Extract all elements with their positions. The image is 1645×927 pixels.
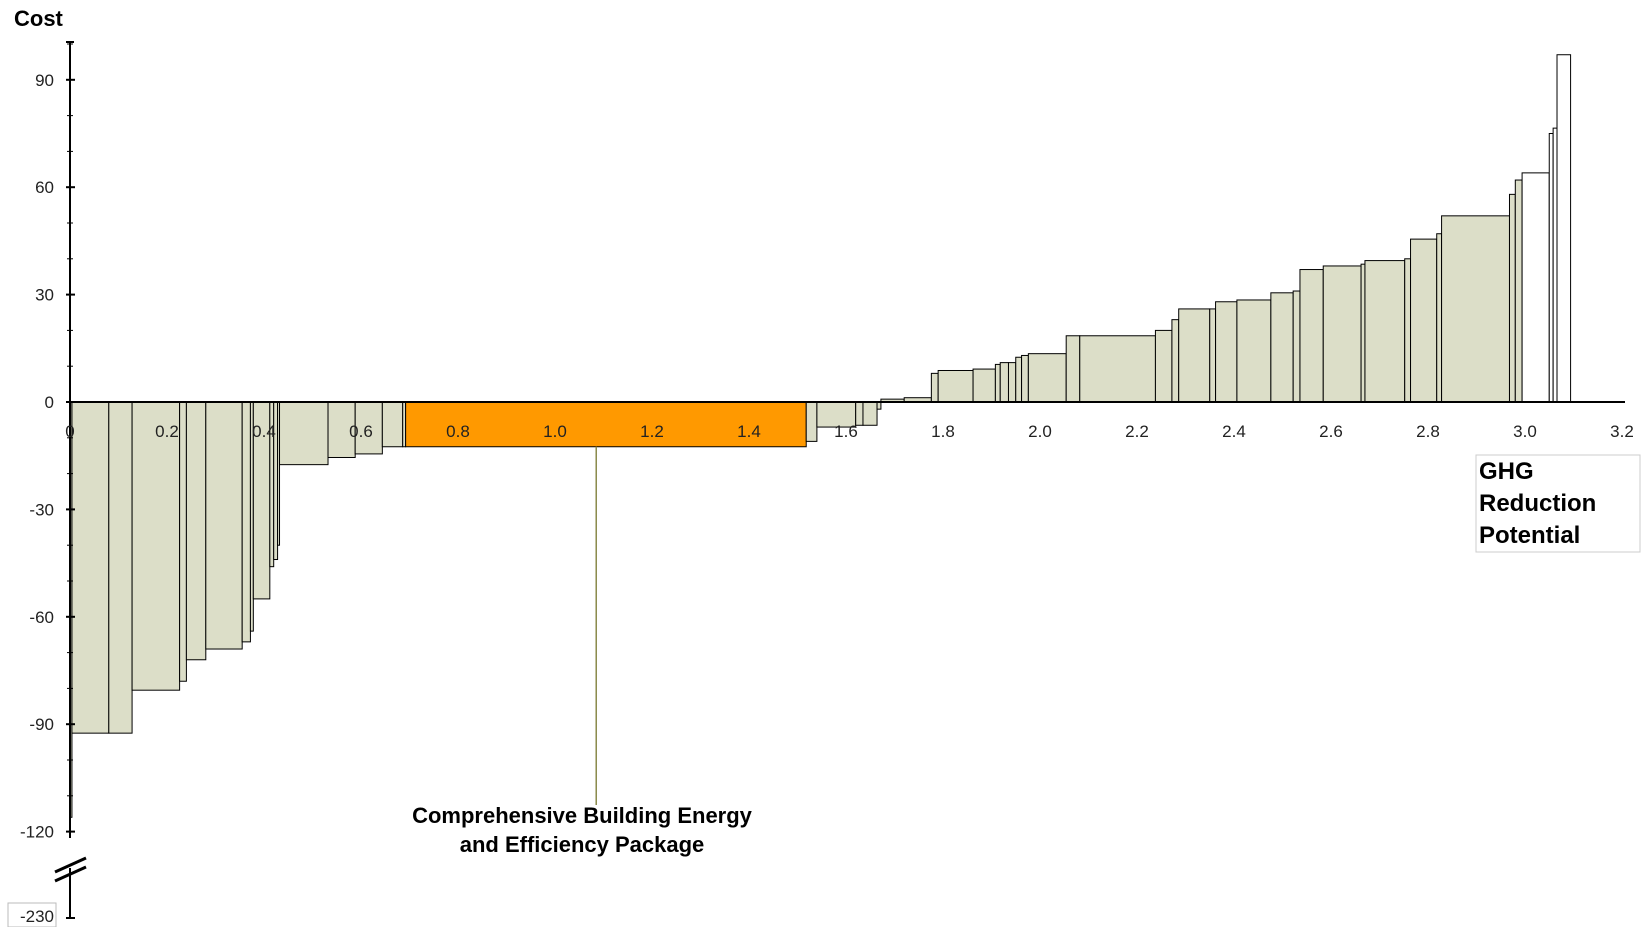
axis-break-mark [54,856,87,874]
bar [1552,127,1558,403]
x-axis-title-box [1475,454,1641,553]
bar [1065,335,1081,403]
bar [241,401,251,643]
bar [1015,356,1023,403]
bar [354,401,383,455]
bar [1299,269,1324,403]
bar [71,401,110,734]
x-tick-label: 2.2 [1125,422,1149,441]
bar [381,401,404,448]
bar [1514,179,1523,403]
bar [1360,263,1366,403]
bar [1215,301,1238,403]
x-tick-label: 1.0 [543,422,567,441]
bar [1556,54,1572,403]
bar [994,363,1001,403]
y-tick-label: 90 [35,71,54,90]
y-tick-label: -120 [20,823,54,842]
x-axis-title-line: Potential [1479,522,1580,549]
bar [1171,319,1180,403]
bar [1021,354,1029,403]
x-tick-label: 0.6 [349,422,373,441]
bar [972,368,996,403]
y-axis-title: Cost [14,6,64,31]
annotation-line: Comprehensive Building Energy [412,803,753,828]
x-tick-label: 0.4 [252,422,276,441]
bar [205,401,243,650]
x-tick-label: 2.0 [1028,422,1052,441]
bar [1154,329,1173,403]
bar [862,401,878,426]
bar [1236,299,1272,403]
bar [1079,335,1156,403]
bar [999,362,1009,403]
x-tick-label: 0 [65,422,74,441]
y-tick-label: -30 [29,500,54,519]
annotation-label: Comprehensive Building Energy and Efficie… [412,803,753,857]
annotation-line: and Efficiency Package [460,832,705,857]
x-tick-label: 2.4 [1222,422,1246,441]
bar [876,401,882,410]
x-tick-label: 1.4 [737,422,761,441]
bar [1364,260,1406,403]
bar [108,401,133,734]
x-tick-label: 2.8 [1416,422,1440,441]
x-tick-label: 3.0 [1513,422,1537,441]
bar [179,401,187,682]
y-break-label-box [7,902,57,927]
x-axis-title-line: GHG [1479,458,1534,485]
bar [1322,265,1362,403]
x-tick-label: 1.6 [834,422,858,441]
bar [1441,215,1510,403]
labels-layer: 90 60 30 0 -30 -60 -90 -120 -230 0 0.2 0.4 0.6 0.8 1.0… [7,6,1641,927]
bar [1548,133,1554,403]
bar [1270,292,1294,403]
bar [279,401,329,466]
x-tick-label: 0.8 [446,422,470,441]
bar [930,372,939,403]
bars-layer [69,54,1572,818]
y-tick-label: -60 [29,608,54,627]
x-tick-label: 0.2 [155,422,179,441]
bar [1508,193,1516,403]
axes-layer [54,41,1625,919]
bar [805,401,818,442]
bar [1292,290,1301,403]
x-tick-label: 1.2 [640,422,664,441]
y-tick-label: 60 [35,178,54,197]
bar [937,369,974,403]
highlighted-bar [405,401,807,448]
bar [1007,362,1017,403]
x-axis-title: GHG Reduction Potential [1479,458,1596,549]
x-tick-label: 2.6 [1319,422,1343,441]
bar [1404,258,1412,403]
bar [327,401,356,458]
x-tick-label: 1.8 [931,422,955,441]
bar [1436,233,1443,403]
y-tick-label: -90 [29,715,54,734]
axis-break-mark [54,865,87,883]
y-tick-label: 30 [35,286,54,305]
bar [1521,172,1550,403]
bar [1027,353,1067,403]
bar [816,401,857,428]
bar [1410,238,1438,403]
x-tick-label: 3.2 [1610,422,1634,441]
bar [185,401,207,661]
y-tick-label: 0 [45,393,54,412]
y-break-bottom-label: -230 [20,907,54,926]
x-axis-title-line: Reduction [1479,490,1596,517]
bar [131,401,181,691]
bar [1178,308,1211,403]
bar [1209,308,1217,403]
